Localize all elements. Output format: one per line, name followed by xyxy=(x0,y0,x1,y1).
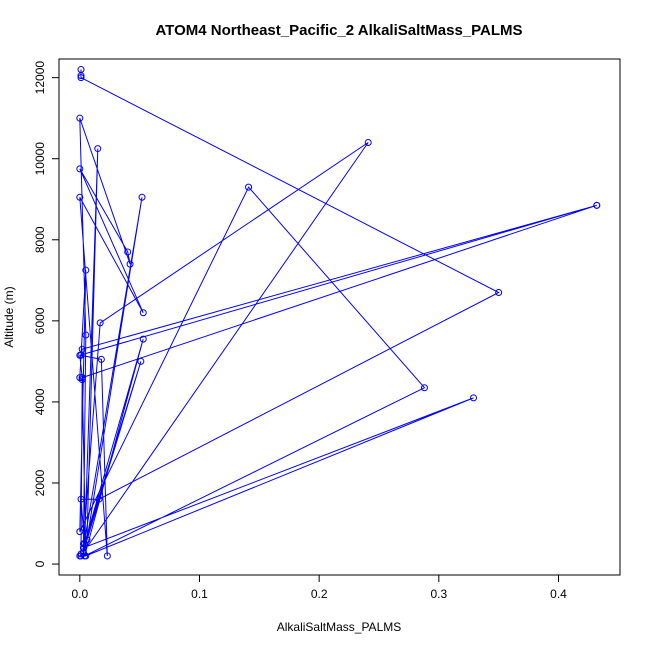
data-point xyxy=(81,552,89,560)
data-point xyxy=(103,552,111,560)
data-point xyxy=(97,355,105,363)
data-point xyxy=(76,193,84,201)
x-tick-label: 0.2 xyxy=(311,587,328,601)
data-point xyxy=(79,544,87,552)
data-point xyxy=(77,495,85,503)
data-point xyxy=(76,114,84,122)
data-point xyxy=(82,331,90,339)
y-axis: 0 2000 4000 6000 8000 10000 12000 xyxy=(33,61,60,567)
data-point xyxy=(78,374,86,382)
data-point xyxy=(94,145,102,153)
x-tick-label: 0.3 xyxy=(430,587,447,601)
data-point xyxy=(77,74,85,82)
data-point xyxy=(139,309,147,317)
data-point xyxy=(495,288,503,296)
data-point xyxy=(138,193,146,201)
y-tick-label: 12000 xyxy=(33,61,47,95)
y-tick-label: 8000 xyxy=(33,226,47,253)
chart-title: ATOM4 Northeast_Pacific_2 AlkaliSaltMass… xyxy=(155,22,522,39)
y-tick-label: 2000 xyxy=(33,469,47,496)
y-tick-label: 10000 xyxy=(33,142,47,176)
y-tick-label: 6000 xyxy=(33,307,47,334)
data-point xyxy=(77,552,85,560)
x-axis-label: AlkaliSaltMass_PALMS xyxy=(277,620,402,634)
x-axis: 0.0 0.1 0.2 0.3 0.4 xyxy=(71,574,567,601)
y-tick-label: 0 xyxy=(33,560,47,567)
data-point xyxy=(364,139,372,147)
data-point xyxy=(245,183,253,191)
data-point xyxy=(126,260,134,268)
data-point xyxy=(593,201,601,209)
x-tick-label: 0.4 xyxy=(550,587,567,601)
data-point xyxy=(78,345,86,353)
data-point xyxy=(77,72,85,80)
data-point xyxy=(95,495,103,503)
data-point xyxy=(470,394,478,402)
data-point xyxy=(124,248,132,256)
y-axis-label: Altitude (m) xyxy=(2,286,16,347)
data-point xyxy=(78,376,86,384)
data-point xyxy=(96,319,104,327)
data-point xyxy=(82,266,90,274)
plot-frame xyxy=(58,58,621,576)
series-points xyxy=(76,66,601,560)
x-tick-label: 0.1 xyxy=(191,587,208,601)
x-tick-label: 0.0 xyxy=(71,587,88,601)
series-line xyxy=(78,69,597,557)
data-point xyxy=(76,528,84,536)
data-point xyxy=(76,351,84,359)
data-point xyxy=(76,165,84,173)
data-point xyxy=(137,357,145,365)
data-point xyxy=(420,384,428,392)
data-point xyxy=(79,540,87,548)
y-tick-label: 4000 xyxy=(33,388,47,415)
data-point xyxy=(139,335,147,343)
series-line-path xyxy=(78,69,597,557)
data-point xyxy=(83,536,91,544)
